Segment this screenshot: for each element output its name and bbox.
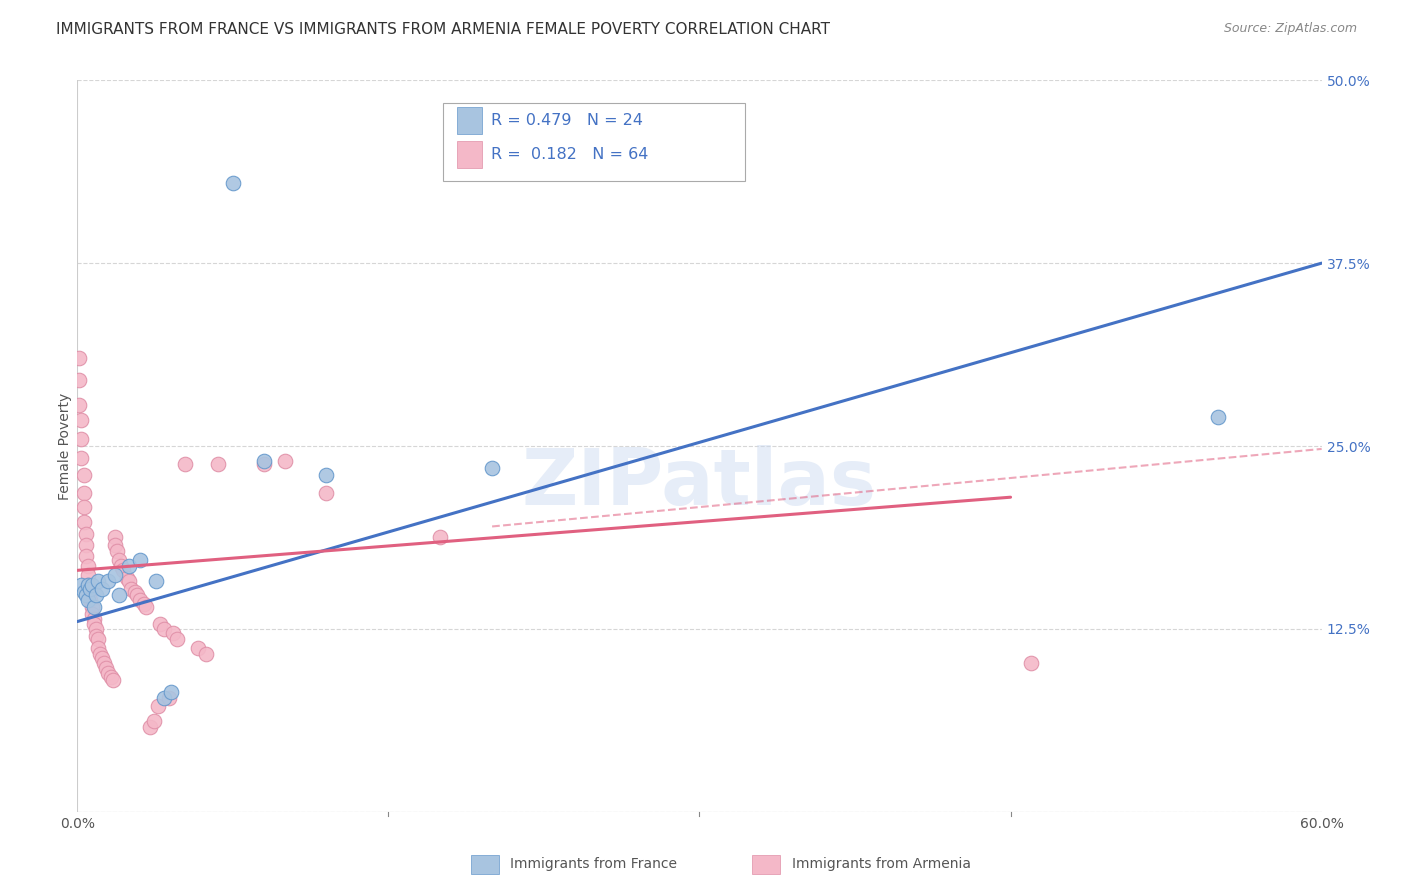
Text: ZIPatlas: ZIPatlas — [522, 444, 877, 521]
Point — [115, 571, 138, 585]
Point — [72, 515, 94, 529]
Point — [75, 549, 97, 563]
Point — [80, 607, 103, 622]
Point — [76, 558, 98, 573]
Point — [187, 640, 209, 655]
Point — [132, 597, 155, 611]
Point — [67, 351, 90, 366]
Point — [110, 558, 132, 573]
Point — [253, 457, 276, 471]
Point — [145, 574, 167, 588]
Point — [105, 544, 128, 558]
Point — [108, 588, 131, 602]
Point — [481, 461, 503, 475]
Point — [70, 432, 93, 446]
Point — [97, 665, 120, 680]
Text: R =  0.182   N = 64: R = 0.182 N = 64 — [491, 147, 648, 161]
Point — [128, 553, 150, 567]
Point — [75, 539, 97, 553]
Point — [128, 592, 150, 607]
Y-axis label: Female Poverty: Female Poverty — [58, 392, 72, 500]
Point — [101, 673, 124, 687]
Point — [72, 468, 94, 483]
Point — [67, 398, 90, 412]
Point — [76, 578, 98, 592]
Point — [253, 453, 276, 467]
Point — [149, 617, 172, 632]
Point — [84, 622, 107, 636]
Point — [76, 592, 98, 607]
Point — [76, 567, 98, 582]
Point — [70, 578, 93, 592]
Point — [120, 582, 142, 597]
Point — [79, 592, 101, 607]
Point — [80, 578, 103, 592]
Point — [79, 585, 101, 599]
Point — [118, 558, 141, 573]
Point — [222, 176, 245, 190]
Point — [70, 412, 93, 426]
Point — [127, 588, 149, 602]
Point — [89, 647, 111, 661]
Text: Source: ZipAtlas.com: Source: ZipAtlas.com — [1223, 22, 1357, 36]
Point — [83, 612, 105, 626]
Point — [157, 690, 180, 705]
Point — [84, 629, 107, 643]
Point — [148, 699, 170, 714]
Point — [135, 599, 157, 614]
Point — [97, 574, 120, 588]
Point — [83, 599, 105, 614]
Point — [75, 526, 97, 541]
Point — [72, 585, 94, 599]
Point — [87, 632, 110, 646]
Point — [91, 651, 114, 665]
Point — [315, 468, 337, 483]
Point — [104, 567, 127, 582]
Text: R = 0.479   N = 24: R = 0.479 N = 24 — [491, 113, 643, 128]
Point — [429, 530, 451, 544]
Point — [79, 582, 101, 597]
Point — [80, 599, 103, 614]
Point — [84, 588, 107, 602]
Point — [91, 582, 114, 597]
Point — [143, 714, 166, 728]
Point — [315, 485, 337, 500]
Point — [118, 574, 141, 588]
Point — [111, 563, 134, 577]
Point — [104, 530, 127, 544]
Point — [153, 622, 176, 636]
Point — [207, 457, 229, 471]
Point — [96, 661, 118, 675]
Point — [72, 485, 94, 500]
Point — [274, 453, 297, 467]
Text: IMMIGRANTS FROM FRANCE VS IMMIGRANTS FROM ARMENIA FEMALE POVERTY CORRELATION CHA: IMMIGRANTS FROM FRANCE VS IMMIGRANTS FRO… — [56, 22, 830, 37]
Point — [87, 574, 110, 588]
Point — [139, 720, 162, 734]
Point — [76, 578, 98, 592]
Text: Immigrants from France: Immigrants from France — [510, 857, 678, 871]
Point — [166, 632, 188, 646]
Point — [194, 647, 217, 661]
Point — [153, 690, 176, 705]
Point — [1021, 656, 1043, 670]
Point — [159, 685, 181, 699]
Point — [67, 373, 90, 387]
Text: Immigrants from Armenia: Immigrants from Armenia — [792, 857, 970, 871]
Point — [174, 457, 197, 471]
Point — [104, 539, 127, 553]
Point — [124, 585, 146, 599]
Point — [72, 500, 94, 515]
Point — [87, 640, 110, 655]
Point — [75, 588, 97, 602]
Point — [70, 450, 93, 465]
Point — [100, 670, 122, 684]
Point — [83, 617, 105, 632]
Point — [162, 626, 184, 640]
Point — [93, 656, 115, 670]
Point — [1206, 409, 1229, 424]
Point — [108, 553, 131, 567]
